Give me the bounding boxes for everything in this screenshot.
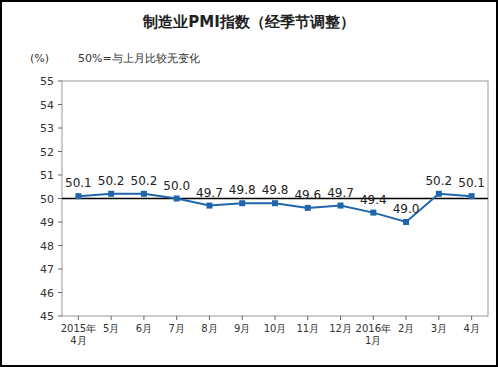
data-label: 49.7	[196, 186, 223, 200]
x-tick-label: 2015年4月	[61, 323, 96, 346]
y-tick	[58, 269, 62, 270]
y-label: (%)	[30, 52, 49, 65]
data-label: 50.2	[131, 174, 158, 188]
y-tick-label: 45	[40, 310, 54, 323]
y-tick	[58, 81, 62, 82]
data-label: 50.1	[65, 176, 92, 190]
x-tick-label: 2月	[398, 323, 414, 334]
annotation: 50%=与上月比较无变化	[78, 52, 200, 65]
marker	[338, 203, 344, 209]
x-tick-label: 2016年1月	[356, 323, 391, 346]
marker	[239, 200, 245, 206]
y-tick-label: 55	[40, 75, 54, 88]
reference-line	[62, 198, 488, 200]
y-tick	[58, 292, 62, 293]
x-tick	[438, 316, 439, 320]
marker	[370, 210, 376, 216]
x-tick	[111, 316, 112, 320]
y-tick	[58, 104, 62, 105]
marker	[141, 191, 147, 197]
y-tick	[58, 128, 62, 129]
data-label: 50.2	[425, 174, 452, 188]
data-label: 49.8	[262, 183, 289, 197]
x-tick	[176, 316, 177, 320]
x-tick	[242, 316, 243, 320]
x-tick	[209, 316, 210, 320]
chart: 制造业PMI指数（经季节调整） (%) 50%=与上月比较无变化 45 46 47 48 49…	[0, 0, 498, 367]
x-tick	[373, 316, 374, 320]
data-label: 49.8	[229, 183, 256, 197]
y-tick-label: 46	[40, 287, 54, 300]
marker	[272, 200, 278, 206]
y-tick	[58, 316, 62, 317]
x-tick	[143, 316, 144, 320]
line	[78, 194, 471, 222]
y-tick-label: 49	[40, 216, 54, 229]
marker	[75, 193, 81, 199]
data-label: 49.6	[294, 188, 321, 202]
y-tick	[58, 151, 62, 152]
frame	[1, 1, 497, 366]
data-label: 50.1	[458, 176, 485, 190]
x-tick-label: 11月	[296, 323, 319, 334]
y-tick-label: 54	[40, 99, 54, 112]
y-tick	[58, 175, 62, 176]
x-tick-label: 4月	[463, 323, 479, 334]
y-tick	[58, 245, 62, 246]
marker	[206, 203, 212, 209]
x-tick-label: 6月	[136, 323, 152, 334]
marker	[108, 191, 114, 197]
y-tick-label: 50	[40, 193, 54, 206]
x-tick-label: 9月	[234, 323, 250, 334]
marker	[305, 205, 311, 211]
y-tick-label: 51	[40, 169, 54, 182]
y-tick-label: 48	[40, 240, 54, 253]
y-tick	[58, 198, 62, 199]
title: 制造业PMI指数（经季节调整）	[142, 13, 355, 31]
data-label: 49.0	[393, 202, 420, 216]
x-tick	[307, 316, 308, 320]
x-tick	[78, 316, 79, 320]
marker	[174, 196, 180, 202]
x-tick	[275, 316, 276, 320]
marker	[436, 191, 442, 197]
x-tick-label: 12月	[329, 323, 352, 334]
plot-frame	[62, 81, 488, 316]
y-tick-label: 53	[40, 122, 54, 135]
y-tick	[58, 222, 62, 223]
y-tick-label: 47	[40, 263, 54, 276]
x-tick-label: 3月	[431, 323, 447, 334]
marker	[469, 193, 475, 199]
data-label: 50.2	[98, 174, 125, 188]
x-tick	[406, 316, 407, 320]
marker	[403, 219, 409, 225]
x-tick-label: 7月	[169, 323, 185, 334]
x-tick-label: 5月	[103, 323, 119, 334]
y-tick-label: 52	[40, 146, 54, 159]
x-tick-label: 8月	[201, 323, 217, 334]
x-tick	[340, 316, 341, 320]
x-tick-label: 10月	[264, 323, 287, 334]
data-label: 50.0	[163, 179, 190, 193]
data-label: 49.7	[327, 186, 354, 200]
data-label: 49.4	[360, 193, 387, 207]
x-tick	[471, 316, 472, 320]
